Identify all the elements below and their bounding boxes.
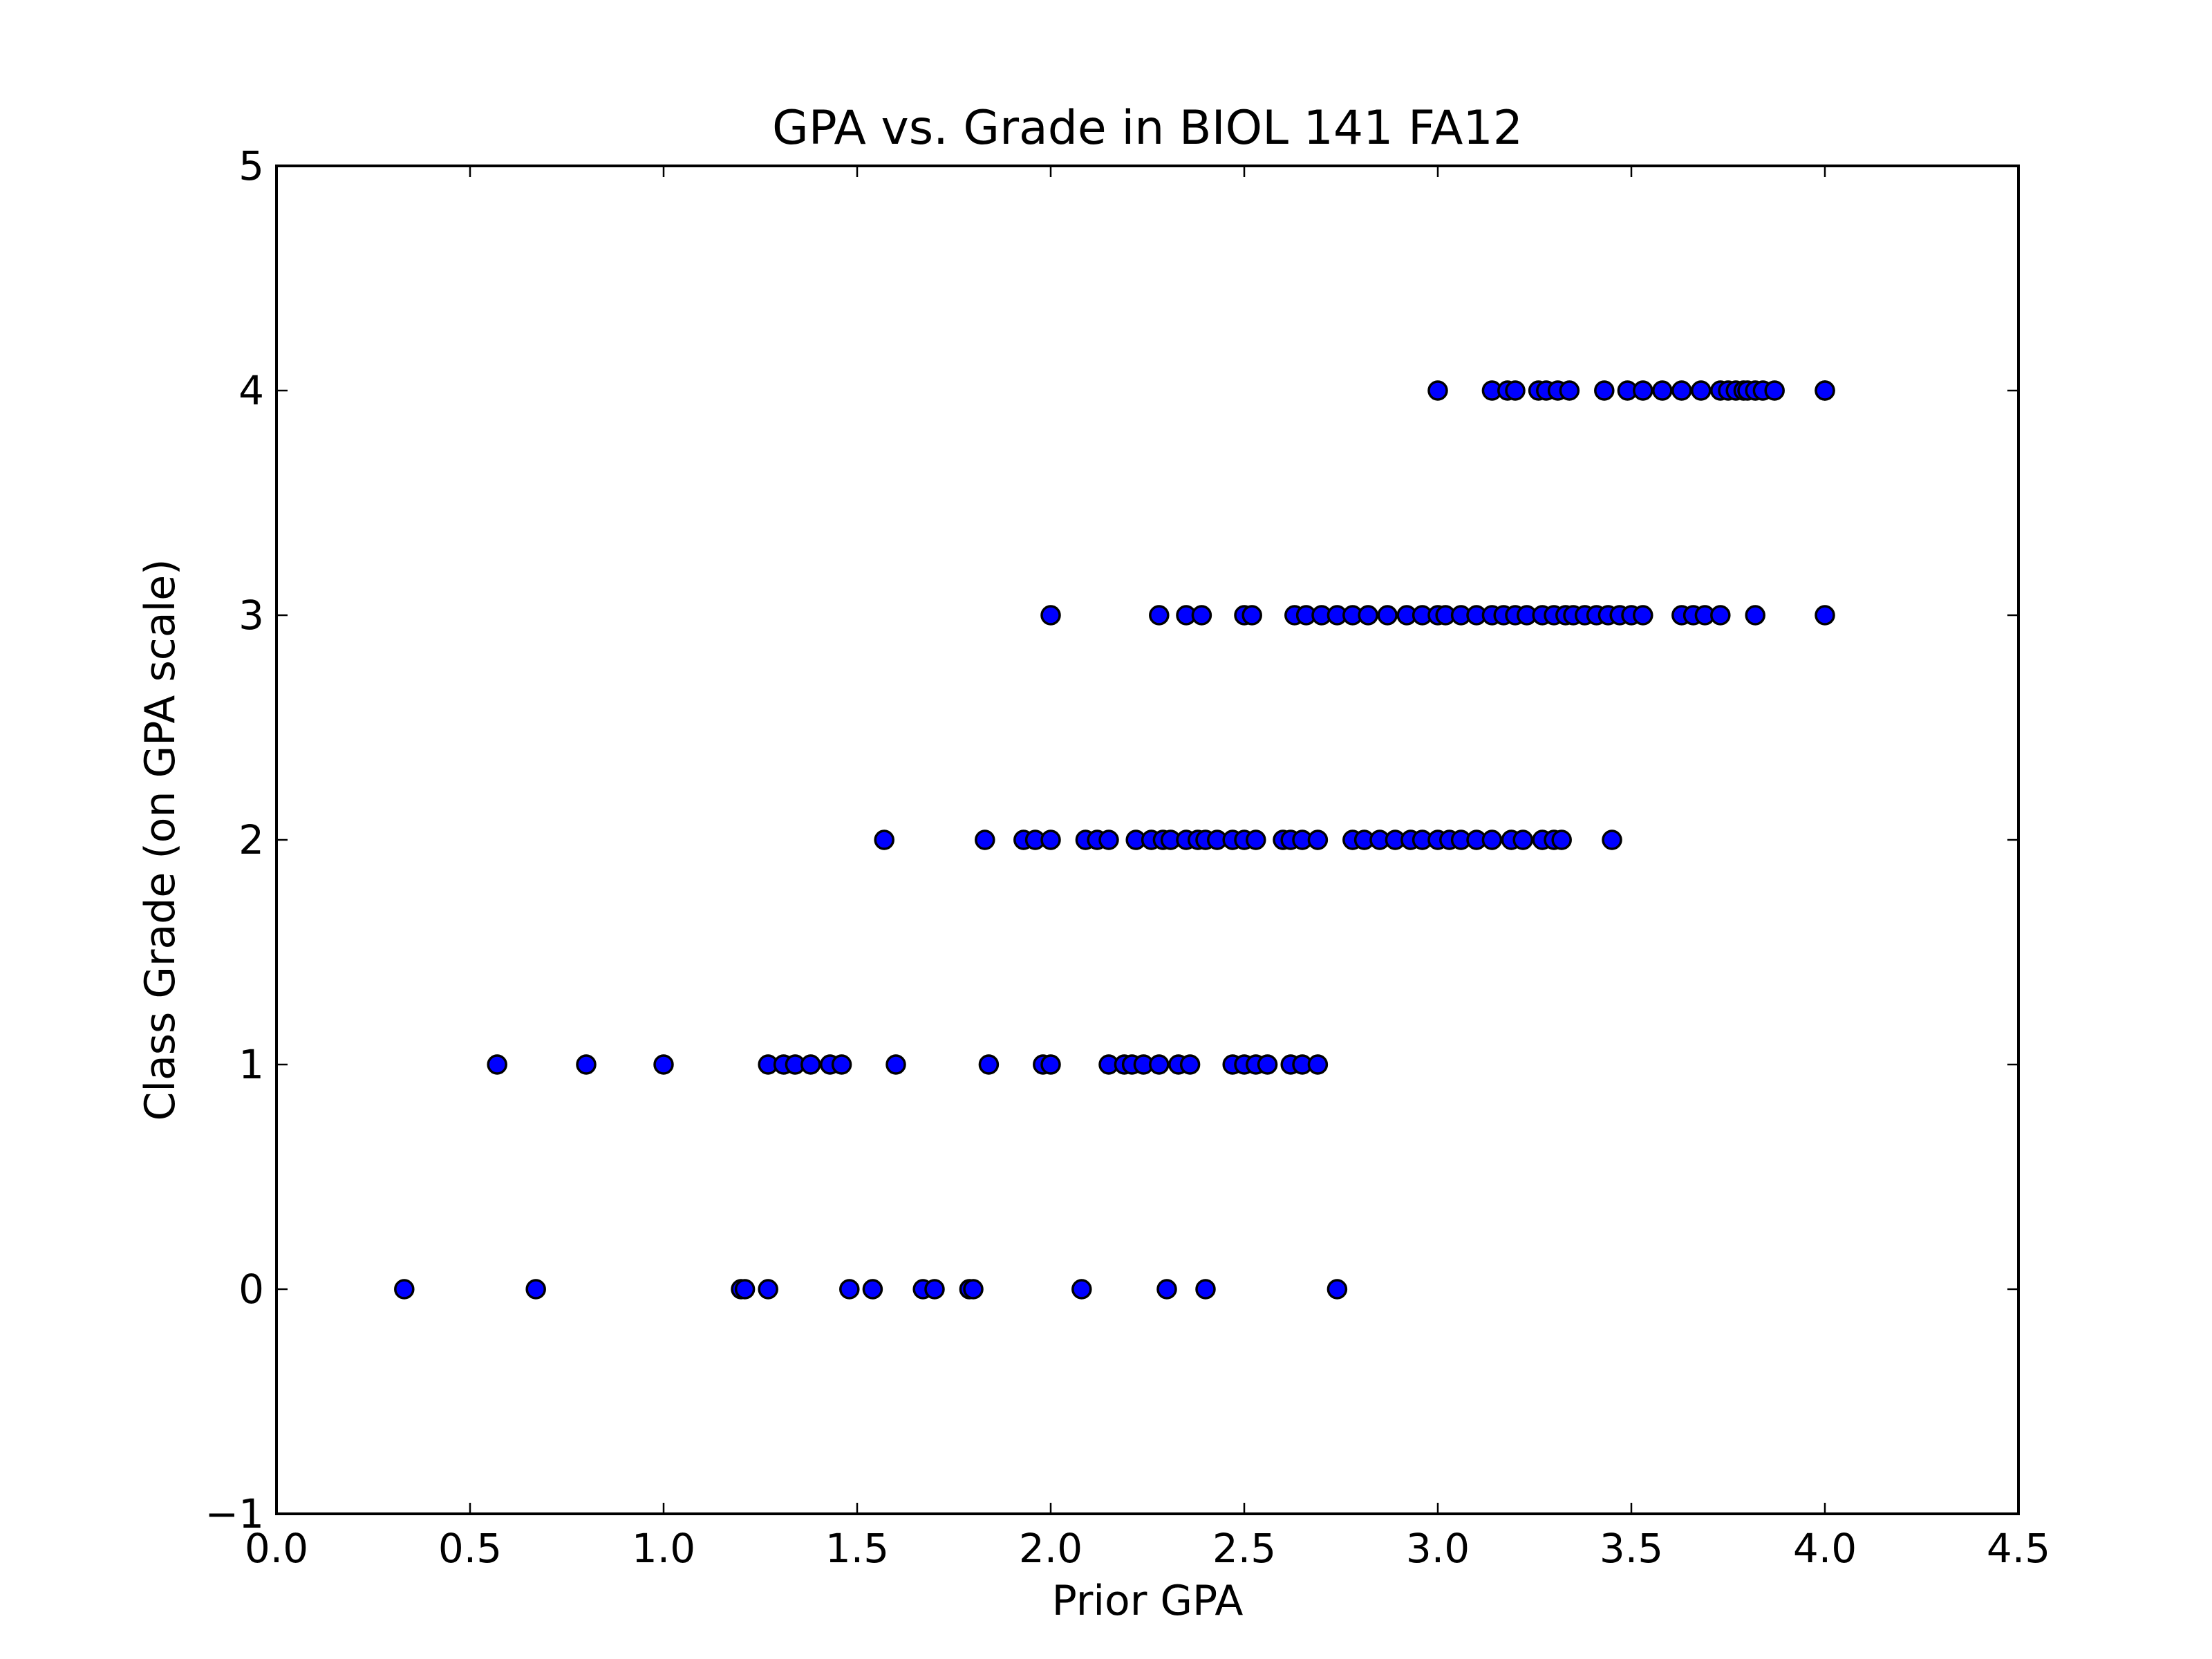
data-point [839, 1279, 860, 1300]
x-axis-label: Prior GPA [1052, 1577, 1244, 1625]
data-point [978, 1054, 1000, 1075]
y-axis-label: Class Grade (on GPA scale) [136, 559, 185, 1121]
data-point [1195, 1279, 1216, 1300]
plot-frame [275, 165, 2020, 1515]
x-tick-label: 4.0 [1793, 1525, 1857, 1572]
data-point [653, 1054, 674, 1075]
data-point [1633, 605, 1653, 626]
data-point [975, 830, 995, 850]
y-tick-label: 0 [238, 1266, 264, 1313]
data-point [862, 1279, 883, 1300]
data-point [1149, 1054, 1170, 1075]
data-point [1327, 1279, 1348, 1300]
data-point [1815, 380, 1835, 401]
data-point [1745, 605, 1765, 626]
data-point [1377, 605, 1398, 626]
y-tick-label: 4 [238, 367, 264, 414]
x-tick-labels: 0.0 0.5 1.0 1.5 2.0 2.5 3.0 3.5 4.0 4.5 [245, 1525, 2050, 1572]
data-point [924, 1279, 945, 1300]
y-tick-label: 1 [238, 1041, 264, 1088]
data-point [1071, 1279, 1092, 1300]
data-point [1307, 830, 1329, 850]
data-point [1764, 380, 1785, 401]
data-point [1191, 605, 1212, 626]
data-point [1505, 380, 1526, 401]
data-point [1040, 605, 1061, 626]
data-point [874, 830, 894, 850]
x-tick-label: 3.5 [1600, 1525, 1663, 1572]
data-point [1671, 380, 1692, 401]
data-point [1691, 380, 1712, 401]
y-tick-label: 2 [238, 816, 264, 863]
x-tick-label: 3.0 [1406, 1525, 1470, 1572]
data-point [885, 1054, 906, 1075]
x-tick-label: 0.5 [438, 1525, 502, 1572]
x-tick-label: 4.5 [1987, 1525, 2050, 1572]
data-point [1358, 605, 1378, 626]
y-tick-label: 5 [238, 142, 264, 189]
data-point [1559, 380, 1580, 401]
data-point [1257, 1054, 1278, 1075]
chart-title: GPA vs. Grade in BIOL 141 FA12 [772, 101, 1523, 156]
data-point [1652, 380, 1673, 401]
x-tick-label: 1.5 [825, 1525, 889, 1572]
data-point [1481, 830, 1503, 850]
y-tick-labels: −1 0 1 2 3 4 5 [205, 142, 265, 1537]
y-tick-label: 3 [238, 592, 264, 639]
data-point [1427, 380, 1448, 401]
data-point [1710, 605, 1731, 626]
x-tick-label: 1.0 [632, 1525, 695, 1572]
data-point [1512, 830, 1533, 850]
data-point [963, 1279, 984, 1300]
data-point [1179, 1054, 1201, 1075]
y-tick-label: −1 [205, 1490, 265, 1537]
data-point [1307, 1054, 1329, 1075]
data-point [1594, 380, 1615, 401]
data-point [1602, 830, 1622, 850]
data-point [1149, 605, 1170, 626]
data-point [1098, 830, 1119, 850]
data-point [1241, 605, 1262, 626]
data-point [800, 1054, 821, 1075]
x-tick-label: 2.0 [1019, 1525, 1082, 1572]
x-tick-label: 2.5 [1212, 1525, 1276, 1572]
data-point [1156, 1279, 1177, 1300]
data-point [1040, 830, 1061, 850]
data-point [1815, 605, 1835, 626]
data-point [394, 1279, 415, 1300]
data-points [394, 380, 1835, 1300]
data-point [487, 1054, 507, 1075]
data-point [734, 1279, 756, 1300]
x-tick-label: 0.0 [245, 1525, 308, 1572]
data-point [1551, 830, 1572, 850]
data-point [831, 1054, 852, 1075]
data-point [1633, 380, 1653, 401]
data-point [1040, 1054, 1061, 1075]
data-point [1246, 830, 1266, 850]
data-point [525, 1279, 546, 1300]
data-point [758, 1279, 778, 1300]
data-point [576, 1054, 597, 1075]
